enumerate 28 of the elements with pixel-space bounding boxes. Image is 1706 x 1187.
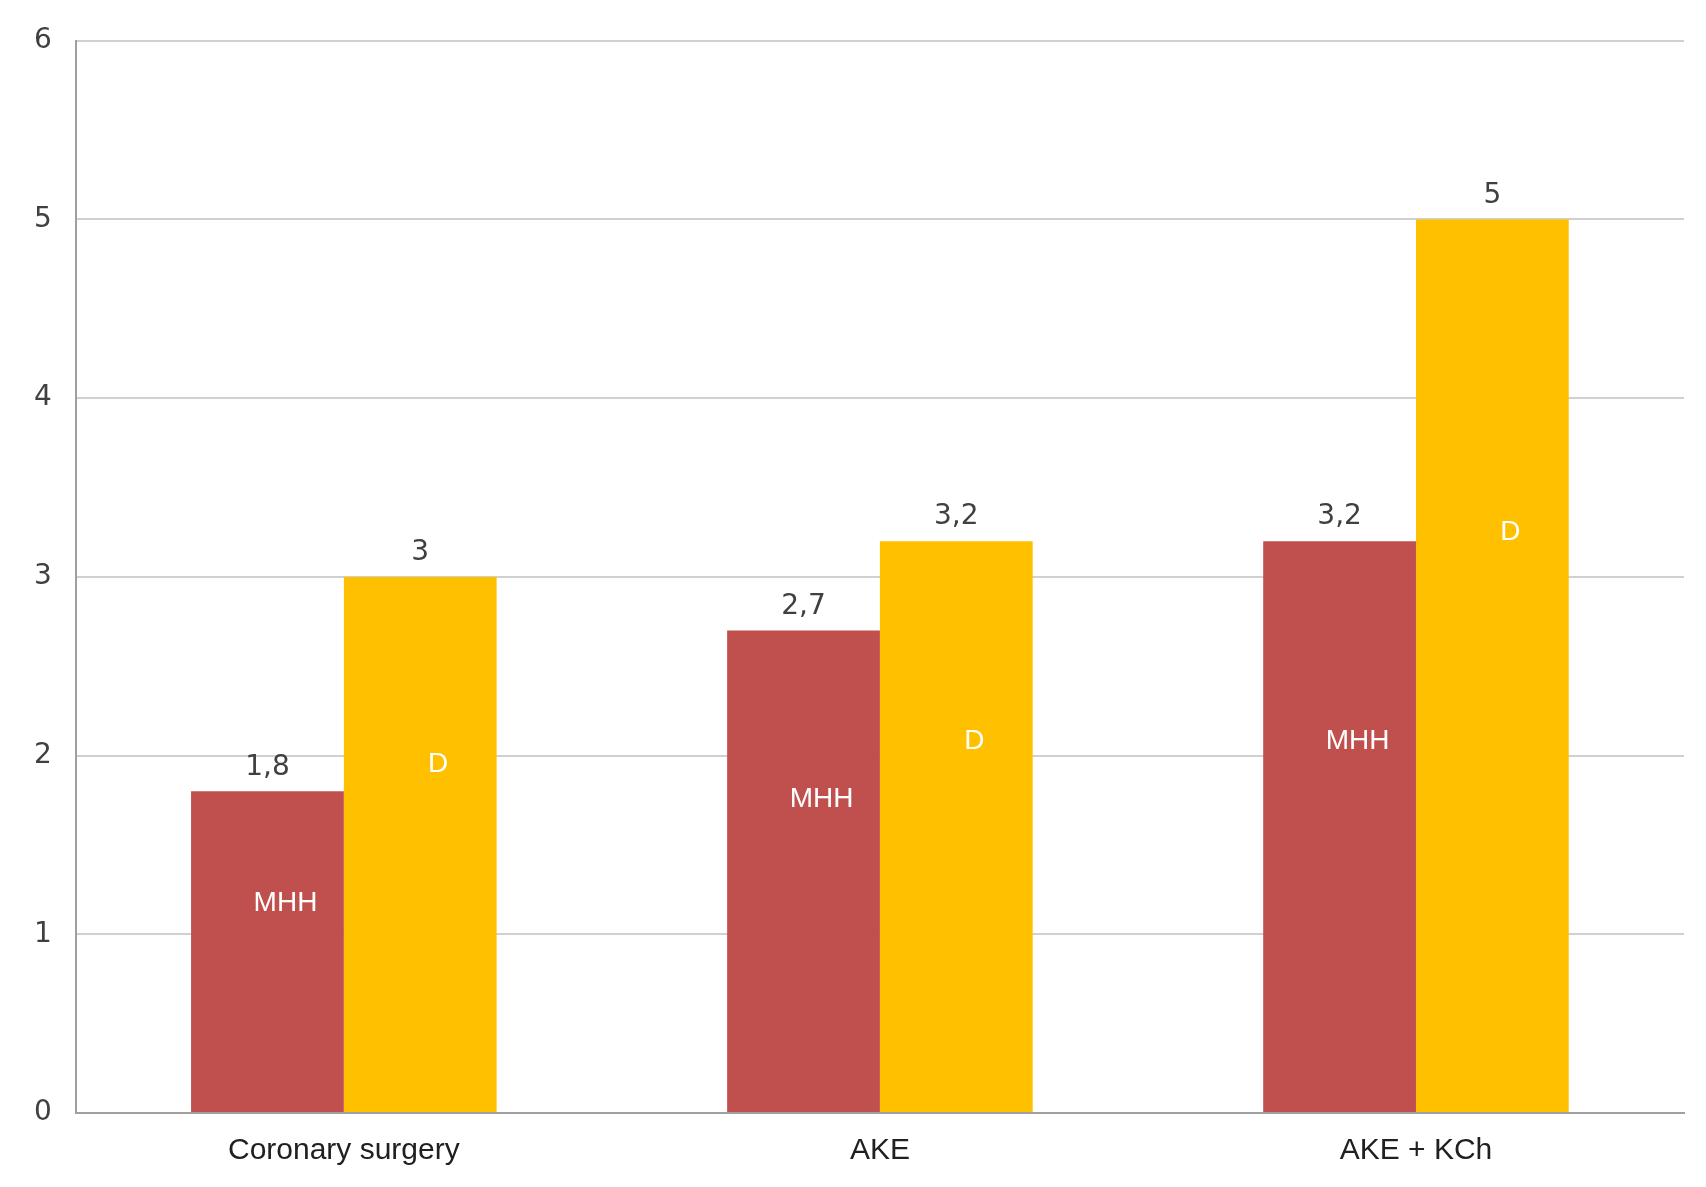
- bar: [727, 630, 880, 1112]
- x-tick-label: AKE: [849, 1132, 910, 1166]
- data-label: 3: [411, 534, 430, 568]
- y-tick-label: 5: [33, 200, 52, 234]
- data-label: 1,8: [245, 748, 290, 782]
- data-label: 3,2: [934, 498, 979, 532]
- text: MHH: [253, 886, 318, 918]
- text: MHH: [1325, 723, 1390, 755]
- y-tick-label: 4: [33, 379, 52, 413]
- series-label: MHH: [789, 781, 854, 813]
- y-tick-label: 1: [33, 915, 52, 949]
- y-tick-label: 0: [33, 1094, 52, 1128]
- bar: [1263, 541, 1416, 1112]
- data-label: 3,2: [1317, 498, 1362, 532]
- y-tick-label: 6: [33, 22, 52, 56]
- data-label: 5: [1483, 176, 1502, 210]
- bar: [343, 576, 497, 1112]
- bar: [1415, 219, 1569, 1112]
- bar: [879, 541, 1033, 1112]
- y-tick-label: 3: [33, 558, 52, 592]
- x-tick-label: AKE + KCh: [1339, 1132, 1493, 1166]
- bar: [191, 791, 344, 1112]
- y-tick-label: 2: [33, 736, 52, 770]
- x-tick-label: Coronary surgery: [227, 1132, 460, 1166]
- data-label: 2,7: [781, 587, 826, 621]
- text: D: [964, 723, 985, 755]
- series-label: D: [428, 746, 449, 778]
- text: D: [1500, 514, 1521, 546]
